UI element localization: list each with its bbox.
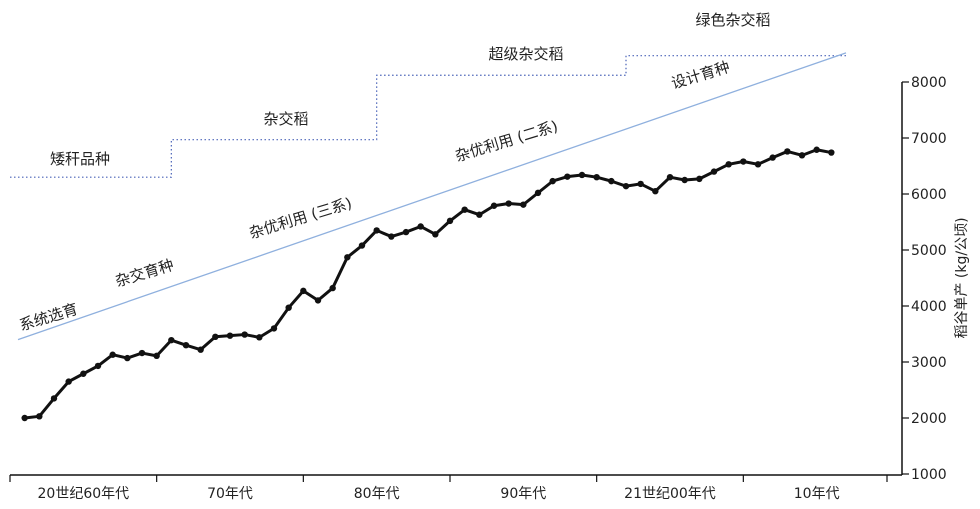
data-point-1964: [65, 378, 72, 385]
data-point-1978: [270, 325, 278, 332]
y-tick-label-5000: 5000: [911, 243, 947, 259]
data-point-1973: [197, 346, 204, 353]
x-category-label-1: 20世纪60年代: [38, 486, 130, 502]
data-point-1976: [241, 331, 248, 338]
y-tick-label-1000: 1000: [911, 467, 947, 483]
data-point-2012: [769, 154, 776, 161]
y-tick-label-8000: 8000: [911, 75, 947, 91]
data-point-2002: [622, 182, 630, 190]
data-point-2011: [754, 161, 762, 168]
y-axis-title: 稻谷单产 (kg/公顷): [954, 217, 970, 338]
x-category-label-6: 10年代: [794, 486, 840, 502]
data-point-1983: [344, 254, 351, 261]
data-point-2015: [813, 146, 820, 153]
stage-label-3: 超级杂交稻: [488, 45, 563, 63]
trend-label-5: 设计育种: [669, 58, 732, 93]
data-point-1989: [432, 231, 439, 238]
trend-line: [17, 52, 847, 341]
yield-series-line: [24, 148, 832, 420]
data-point-1962: [36, 413, 43, 420]
data-point-1967: [109, 351, 116, 358]
data-point-1970: [153, 352, 160, 360]
data-point-2001: [608, 177, 615, 185]
data-point-1991: [461, 206, 468, 213]
data-point-1990: [446, 217, 454, 225]
y-tick-label-7000: 7000: [911, 131, 947, 147]
trend-label-2: 杂交育种: [113, 256, 176, 291]
stage-label-4: 绿色杂交稻: [695, 11, 770, 29]
data-point-1986: [388, 233, 395, 240]
data-point-1979: [285, 304, 292, 311]
data-point-1982: [329, 284, 336, 292]
data-point-1997: [549, 177, 556, 185]
data-point-1994: [505, 200, 512, 207]
trend-label-4: 杂优利用 (二系): [453, 117, 560, 165]
data-point-1981: [314, 297, 322, 304]
data-point-1977: [256, 334, 263, 341]
data-point-2016: [828, 149, 835, 156]
data-point-2009: [725, 161, 732, 168]
data-point-2004: [652, 188, 659, 195]
data-point-2014: [798, 152, 806, 159]
data-point-2010: [740, 158, 747, 165]
stage-step-line: [10, 55, 846, 178]
data-point-2003: [637, 180, 644, 188]
y-tick-label-4000: 4000: [911, 299, 947, 315]
data-point-1984: [358, 242, 366, 249]
data-point-1987: [402, 228, 410, 236]
stage-label-2: 杂交稻: [263, 110, 308, 128]
data-point-1965: [80, 370, 87, 377]
y-tick-label-6000: 6000: [911, 187, 947, 203]
data-point-2013: [784, 148, 791, 155]
data-point-1961: [21, 414, 28, 422]
y-tick-label-3000: 3000: [911, 355, 947, 371]
data-point-1988: [417, 223, 424, 230]
trend-label-3: 杂优利用 (三系): [247, 194, 354, 242]
data-point-2007: [696, 175, 703, 183]
x-category-label-2: 70年代: [207, 486, 253, 502]
x-category-label-3: 80年代: [354, 486, 400, 502]
x-category-label-5: 21世纪00年代: [624, 486, 716, 502]
data-point-1971: [168, 336, 175, 344]
data-point-1963: [50, 395, 58, 402]
data-point-2008: [710, 168, 718, 175]
data-point-1968: [124, 354, 131, 362]
data-point-1972: [182, 342, 190, 349]
y-tick-label-2000: 2000: [911, 411, 947, 427]
data-point-1975: [226, 332, 234, 339]
data-point-1969: [138, 349, 146, 357]
data-point-2006: [681, 176, 688, 184]
x-category-label-4: 90年代: [500, 486, 546, 502]
data-point-1996: [534, 189, 542, 197]
data-point-1985: [373, 227, 380, 234]
data-point-1995: [520, 201, 527, 208]
data-point-1966: [94, 362, 102, 370]
data-point-2005: [666, 174, 674, 181]
data-point-1999: [578, 171, 586, 179]
data-point-2000: [593, 174, 600, 181]
data-point-1998: [564, 173, 571, 180]
data-point-1993: [490, 202, 498, 209]
data-point-1980: [300, 287, 307, 295]
data-point-1974: [212, 333, 219, 340]
stage-label-1: 矮秆品种: [50, 150, 110, 168]
data-point-1992: [476, 211, 483, 218]
